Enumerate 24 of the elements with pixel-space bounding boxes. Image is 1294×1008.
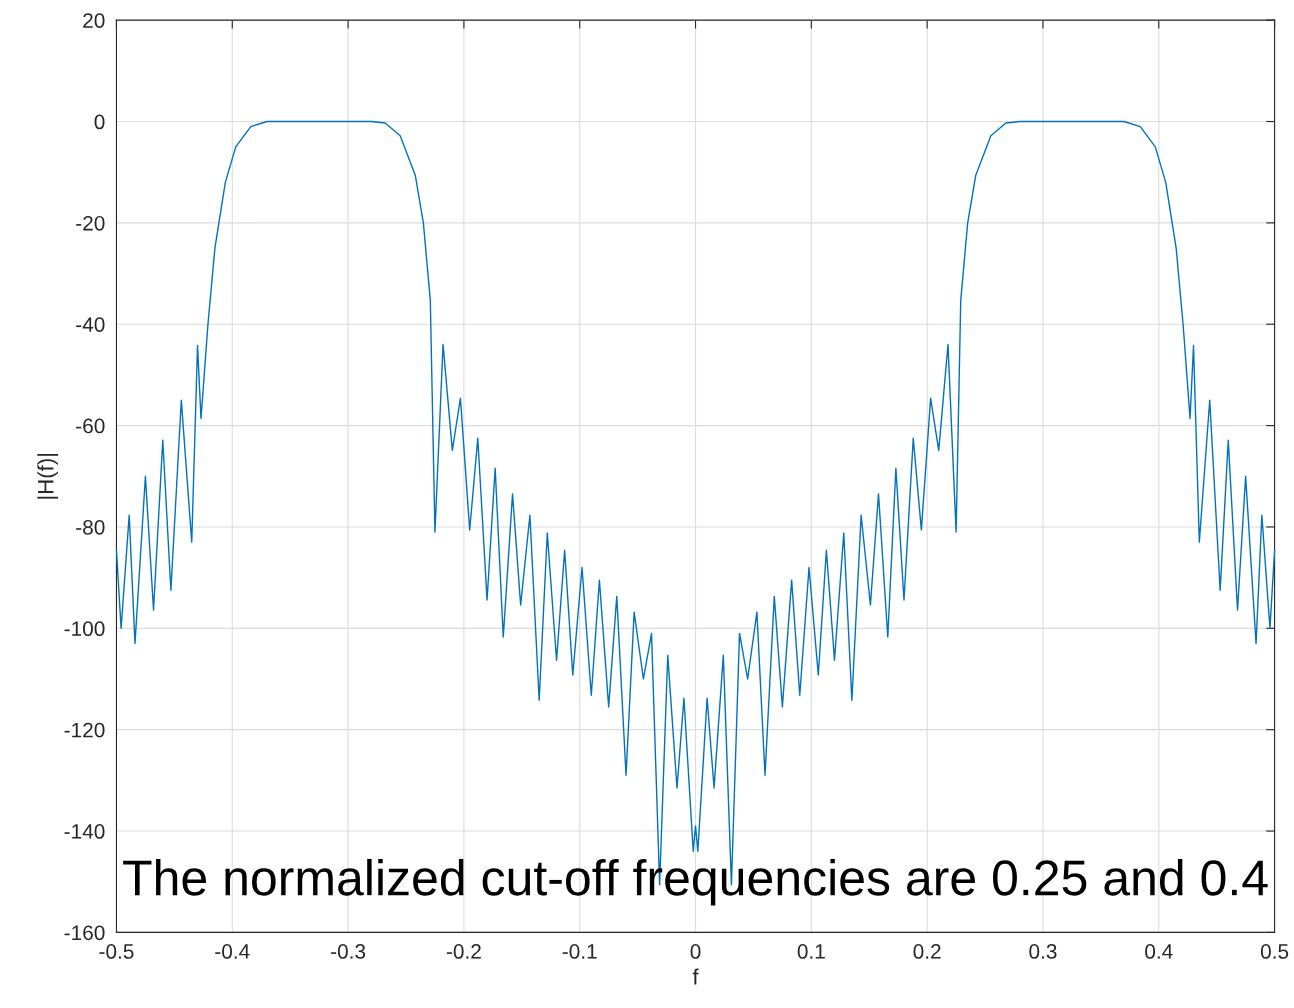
y-tick-label: -120 <box>64 722 105 738</box>
y-tick-label: -140 <box>64 824 105 839</box>
x-tick-label: 0.3 <box>1029 944 1057 959</box>
y-tick-label: -160 <box>64 925 105 941</box>
y-tick-label: 20 <box>83 13 105 28</box>
x-tick-label: 0.4 <box>1145 944 1173 959</box>
y-tick-label: -20 <box>76 215 105 231</box>
y-tick-label: -40 <box>76 317 105 332</box>
x-tick-label: -0.3 <box>331 944 366 959</box>
x-tick-label: 0.1 <box>797 944 825 959</box>
y-tick-label: -100 <box>64 621 105 637</box>
y-tick-label: 0 <box>94 114 105 130</box>
y-axis-title: |H(f)| <box>37 453 59 499</box>
y-tick-label: -80 <box>76 519 105 535</box>
y-tick-label: -60 <box>76 418 105 434</box>
x-tick-label: 0.5 <box>1260 944 1289 959</box>
x-tick-label: 0.2 <box>913 944 941 959</box>
x-tick-label: 0 <box>690 944 701 959</box>
x-tick-label: -0.5 <box>99 944 134 959</box>
x-tick-label: -0.4 <box>215 944 250 959</box>
x-tick-label: -0.1 <box>562 944 597 959</box>
annotation: The normalized cut-off frequencies are 0.25 and 0.4 <box>123 858 1268 906</box>
x-axis-title: f <box>692 968 699 985</box>
x-tick-label: -0.2 <box>446 944 481 959</box>
